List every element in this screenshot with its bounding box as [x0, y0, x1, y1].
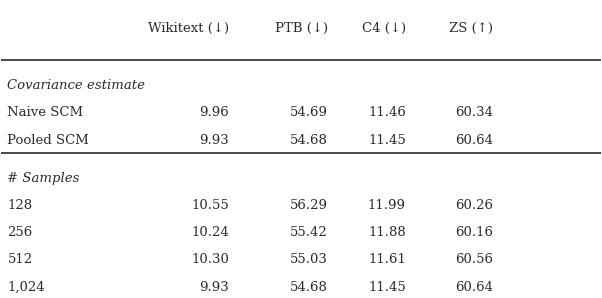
Text: 10.24: 10.24	[191, 226, 229, 239]
Text: # Samples: # Samples	[7, 172, 79, 185]
Text: 11.88: 11.88	[368, 226, 406, 239]
Text: 60.26: 60.26	[455, 199, 493, 212]
Text: 9.93: 9.93	[199, 281, 229, 294]
Text: 11.61: 11.61	[368, 253, 406, 266]
Text: 56.29: 56.29	[290, 199, 328, 212]
Text: 11.99: 11.99	[368, 199, 406, 212]
Text: 256: 256	[7, 226, 33, 239]
Text: 512: 512	[7, 253, 33, 266]
Text: 11.45: 11.45	[368, 281, 406, 294]
Text: PTB (↓): PTB (↓)	[275, 22, 328, 35]
Text: 11.45: 11.45	[368, 134, 406, 147]
Text: C4 (↓): C4 (↓)	[362, 22, 406, 35]
Text: Covariance estimate: Covariance estimate	[7, 79, 145, 92]
Text: 11.46: 11.46	[368, 106, 406, 119]
Text: 54.69: 54.69	[290, 106, 328, 119]
Text: ZS (↑): ZS (↑)	[448, 22, 493, 35]
Text: 60.64: 60.64	[455, 281, 493, 294]
Text: 10.55: 10.55	[191, 199, 229, 212]
Text: Wikitext (↓): Wikitext (↓)	[148, 22, 229, 35]
Text: 9.93: 9.93	[199, 134, 229, 147]
Text: 10.30: 10.30	[191, 253, 229, 266]
Text: Pooled SCM: Pooled SCM	[7, 134, 89, 147]
Text: 1,024: 1,024	[7, 281, 45, 294]
Text: 128: 128	[7, 199, 33, 212]
Text: 55.42: 55.42	[290, 226, 328, 239]
Text: Naive SCM: Naive SCM	[7, 106, 84, 119]
Text: 54.68: 54.68	[290, 134, 328, 147]
Text: 60.34: 60.34	[455, 106, 493, 119]
Text: 9.96: 9.96	[199, 106, 229, 119]
Text: 60.64: 60.64	[455, 134, 493, 147]
Text: 60.56: 60.56	[455, 253, 493, 266]
Text: 55.03: 55.03	[290, 253, 328, 266]
Text: 54.68: 54.68	[290, 281, 328, 294]
Text: 60.16: 60.16	[455, 226, 493, 239]
